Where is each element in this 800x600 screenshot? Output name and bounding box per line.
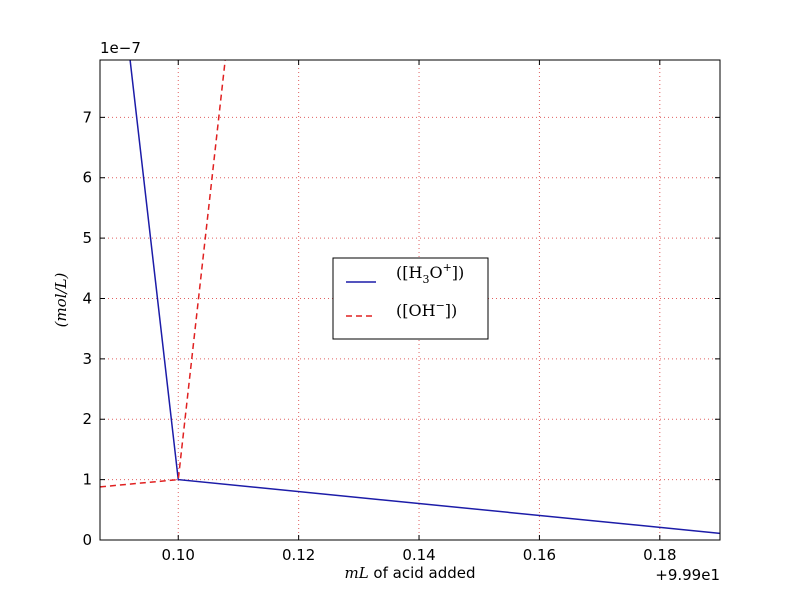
legend-box (332, 257, 489, 340)
x-offset-label: +9.99e1 (655, 566, 720, 584)
y-tick-label: 6 (82, 169, 92, 187)
x-tick-label: 0.18 (643, 546, 676, 564)
y-tick-label: 3 (82, 350, 92, 368)
y-tick-label: 7 (82, 108, 92, 126)
x-tick-label: 0.16 (523, 546, 556, 564)
y-tick-label: 4 (82, 289, 92, 307)
legend-label-oh: ([OH−]) (396, 299, 457, 320)
y-tick-label: 1 (82, 471, 92, 489)
plot-frame (99, 59, 721, 541)
y-tick-label: 5 (82, 229, 92, 247)
y-tick-label: 2 (82, 410, 92, 428)
series-line-h3o (129, 60, 720, 535)
y-scale-label: 1e−7 (100, 39, 141, 57)
x-tick-label: 0.10 (162, 546, 195, 564)
series-layer (100, 60, 720, 535)
ticks: 0.10 0.12 0.14 0.16 0.18 0 1 2 3 4 5 6 7 (82, 60, 720, 564)
x-axis-label-math: mL (344, 564, 368, 582)
x-axis-label: mL of acid added (344, 564, 475, 582)
x-tick-label: 0.14 (402, 546, 435, 564)
y-axis-label: (mol/L) (52, 272, 70, 327)
series-line-oh (100, 60, 226, 488)
y-tick-label: 0 (82, 531, 92, 549)
x-tick-label: 0.12 (282, 546, 315, 564)
x-axis-label-text: of acid added (369, 564, 476, 582)
legend-label-h3o: ([H3O+]) (396, 261, 464, 286)
legend: ([H3O+]) ([OH−]) (332, 257, 489, 340)
